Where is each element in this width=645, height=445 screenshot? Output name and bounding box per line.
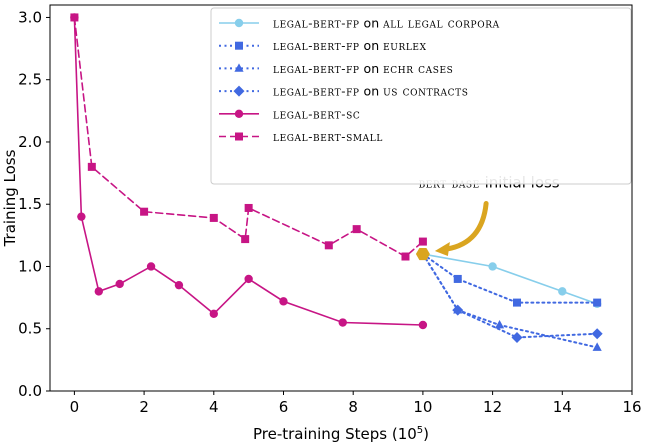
data-point — [511, 331, 523, 343]
x-tick-label: 0 — [70, 398, 80, 416]
x-axis-label: Pre-training Steps (105) — [253, 425, 429, 443]
y-tick-label: 2.5 — [18, 71, 42, 89]
legend-marker — [234, 63, 244, 72]
data-point — [453, 274, 462, 283]
data-point — [512, 298, 521, 307]
x-tick-label: 14 — [553, 398, 572, 416]
data-point — [418, 237, 427, 246]
data-point — [338, 318, 347, 327]
data-point — [241, 235, 250, 244]
data-point — [418, 320, 428, 330]
y-tick-label: 1.0 — [18, 257, 42, 275]
data-point — [452, 304, 464, 316]
data-point — [244, 274, 253, 284]
series-5 — [70, 13, 427, 261]
legend-entry: legal-bert-fp on all legal corpora — [219, 16, 500, 31]
plot-frame — [49, 4, 633, 392]
legend-box — [210, 7, 632, 185]
data-point — [140, 207, 149, 216]
legend-label: legal-bert-fp on eurlex — [273, 38, 427, 53]
legend-label: legal-bert-small — [273, 129, 383, 144]
x-tick-label: 8 — [348, 398, 358, 416]
data-point — [494, 320, 505, 329]
annotation-arrow-head — [434, 242, 450, 257]
data-point — [94, 287, 103, 296]
annotation-arrow-shaft — [444, 201, 489, 252]
annotation-layer: bert-base initial loss — [415, 174, 560, 261]
x-tick-label: 12 — [483, 398, 502, 416]
data-point — [87, 162, 96, 171]
data-point — [591, 328, 603, 340]
legend-marker — [235, 41, 243, 50]
data-point — [70, 13, 79, 22]
y-tick-label: 0.0 — [18, 382, 42, 400]
legend-marker — [233, 85, 245, 97]
y-tick-label: 0.5 — [18, 320, 42, 338]
data-point — [558, 287, 567, 296]
data-point — [115, 279, 124, 289]
data-point — [77, 212, 86, 221]
series-line — [422, 253, 598, 305]
legend-label: legal-bert-fp on us contracts — [273, 84, 469, 99]
legend-label: legal-bert-fp on echr cases — [273, 61, 453, 76]
legend-entry: legal-bert-fp on us contracts — [219, 84, 469, 99]
data-point — [592, 342, 602, 351]
x-tick-label: 6 — [279, 398, 289, 416]
bert-base-initial-point — [415, 248, 430, 261]
y-tick-label: 2.0 — [18, 133, 42, 151]
legend-entry: legal-bert-sc — [219, 106, 360, 121]
legend-label: legal-bert-fp on all legal corpora — [273, 16, 500, 31]
x-tick-label: 2 — [139, 398, 149, 416]
data-point — [401, 252, 410, 261]
legend-entry: legal-bert-fp on echr cases — [219, 61, 453, 76]
data-point — [593, 298, 602, 307]
x-tick-label: 4 — [209, 398, 219, 416]
data-point — [146, 262, 156, 271]
data-point — [324, 241, 333, 250]
x-axis-label-base: Pre-training Steps (10 — [253, 425, 417, 443]
legend-marker — [234, 18, 244, 28]
legend-entry: legal-bert-fp on eurlex — [219, 38, 427, 53]
legend-marker — [235, 132, 243, 141]
data-point — [244, 203, 253, 212]
data-point — [209, 309, 218, 318]
x-tick-label: 16 — [622, 398, 641, 416]
series-line — [73, 16, 424, 258]
legend: legal-bert-fp on all legal corpora legal-… — [210, 7, 632, 185]
data-point — [209, 213, 218, 222]
series-line — [421, 253, 599, 304]
data-point — [488, 262, 497, 271]
y-tick-label: 3.0 — [18, 8, 42, 26]
x-axis-label-exponent: 5 — [417, 425, 423, 436]
x-axis-label-close: ) — [423, 425, 429, 443]
data-point — [279, 297, 288, 306]
y-tick-label: 1.5 — [18, 195, 42, 213]
legend-entry: legal-bert-small — [219, 129, 383, 144]
x-tick-label: 10 — [413, 398, 432, 416]
legend-label: legal-bert-sc — [273, 106, 360, 121]
series-line — [421, 253, 599, 339]
data-point — [174, 280, 184, 290]
legend-marker — [234, 109, 244, 119]
y-axis-label: Training Loss — [1, 149, 19, 247]
data-point — [352, 225, 361, 234]
